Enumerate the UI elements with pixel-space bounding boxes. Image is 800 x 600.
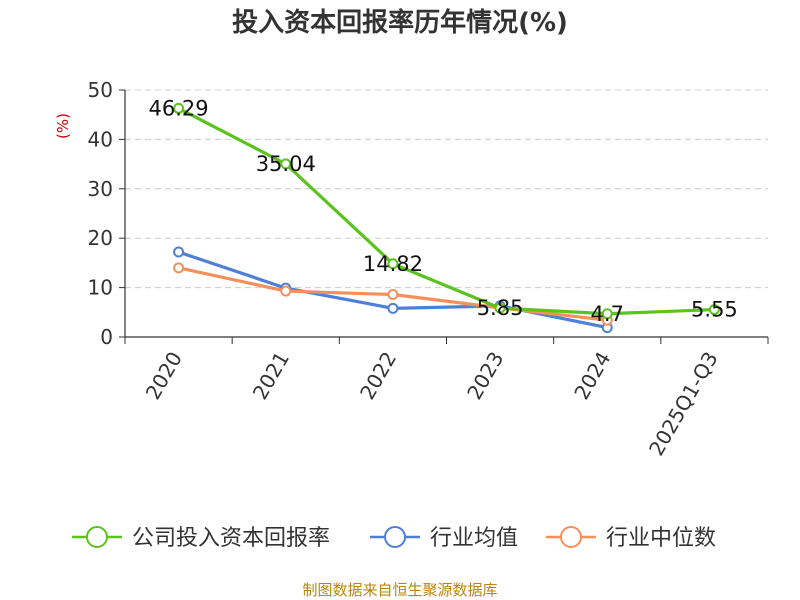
series-line	[177, 106, 715, 316]
legend-marker	[384, 526, 406, 548]
legend-label: 行业中位数	[606, 526, 716, 551]
data-label: 5.85	[477, 296, 524, 320]
legend-label: 行业均值	[430, 526, 518, 551]
x-tick-label: 2023	[462, 348, 508, 404]
y-tick-label: 30	[88, 177, 113, 201]
series-lines	[173, 102, 720, 334]
data-point	[601, 308, 613, 320]
x-tick-label: 2025Q1-Q3	[644, 348, 723, 460]
legend-marker	[560, 526, 582, 548]
y-tick-label: 0	[100, 325, 113, 349]
source-note: 制图数据来自恒生聚源数据库	[302, 581, 497, 599]
data-point	[173, 262, 185, 274]
data-point	[280, 285, 292, 297]
data-point	[173, 102, 185, 114]
x-tick-label: 2020	[141, 348, 187, 404]
x-tick-label: 2022	[355, 348, 401, 404]
data-label: 46.29	[149, 96, 209, 120]
data-labels: 46.29 35.04 14.82 5.85 4.7 5.55	[149, 96, 738, 325]
chart-title: 投入资本回报率历年情况(%)	[232, 7, 568, 38]
series-0	[173, 102, 720, 320]
data-point	[387, 258, 399, 270]
legend: 公司投入资本回报率 行业均值 行业中位数	[72, 526, 716, 551]
legend-marker	[86, 526, 108, 548]
legend-item-0: 公司投入资本回报率	[72, 526, 330, 551]
data-point	[387, 302, 399, 314]
y-axis-label: (%)	[54, 113, 72, 139]
x-tick-label: 2024	[569, 348, 615, 404]
x-tick-label: 2021	[248, 348, 294, 404]
legend-item-1: 行业均值	[370, 526, 518, 551]
y-tick-label: 20	[88, 226, 113, 250]
data-label: 35.04	[256, 152, 316, 176]
data-point	[387, 289, 399, 301]
legend-label: 公司投入资本回报率	[132, 526, 330, 551]
data-label: 4.7	[591, 302, 624, 326]
data-label: 14.82	[363, 252, 423, 276]
legend-item-2: 行业中位数	[546, 526, 716, 551]
data-point	[280, 158, 292, 170]
y-tick-label: 40	[88, 127, 113, 151]
y-tick-label: 10	[88, 276, 113, 300]
data-point	[173, 246, 185, 258]
y-tick-label: 50	[88, 78, 113, 102]
data-point	[494, 302, 506, 314]
data-label: 5.55	[691, 298, 738, 322]
gridlines	[125, 89, 768, 289]
data-point	[708, 304, 720, 316]
series-2	[173, 262, 613, 326]
